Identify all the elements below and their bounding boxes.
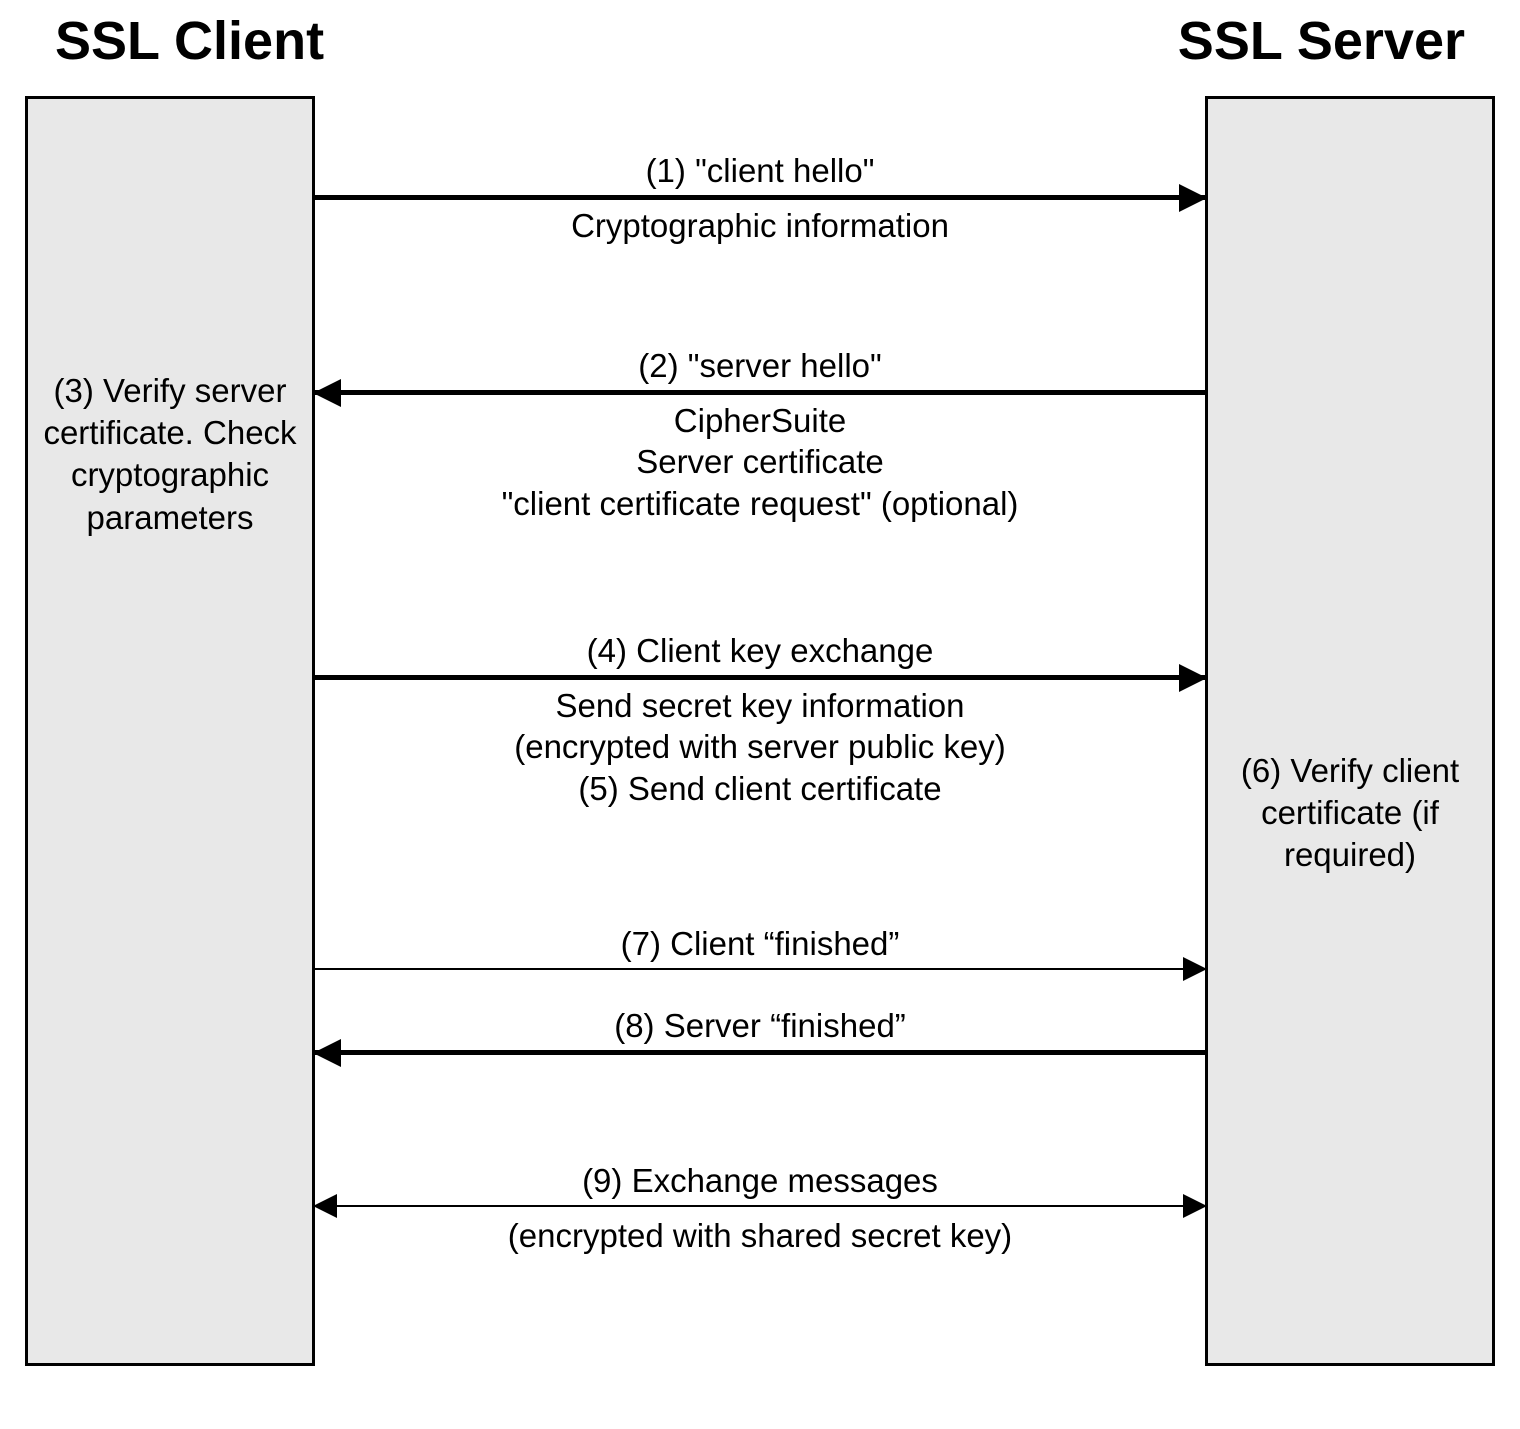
client-lifeline — [25, 96, 315, 1366]
msg4-above: (4) Client key exchange — [315, 630, 1205, 671]
server-note-step6: (6) Verify client certificate (if requir… — [1215, 750, 1485, 877]
msg8-above: (8) Server “finished” — [315, 1005, 1205, 1046]
client-title: SSL Client — [55, 10, 324, 72]
server-lifeline — [1205, 96, 1495, 1366]
msg4-below: Send secret key information (encrypted w… — [315, 685, 1205, 809]
msg1-above: (1) "client hello" — [315, 150, 1205, 191]
msg1-below: Cryptographic information — [315, 205, 1205, 246]
client-note-step3: (3) Verify server certificate. Check cry… — [35, 370, 305, 539]
msg9-below: (encrypted with shared secret key) — [315, 1215, 1205, 1256]
msg9-above: (9) Exchange messages — [315, 1160, 1205, 1201]
server-title: SSL Server — [1178, 10, 1465, 72]
msg2-below: CipherSuite Server certificate "client c… — [315, 400, 1205, 524]
msg7-above: (7) Client “finished” — [315, 923, 1205, 964]
ssl-handshake-diagram: SSL Client SSL Server (3) Verify server … — [0, 0, 1520, 1429]
msg2-above: (2) "server hello" — [315, 345, 1205, 386]
